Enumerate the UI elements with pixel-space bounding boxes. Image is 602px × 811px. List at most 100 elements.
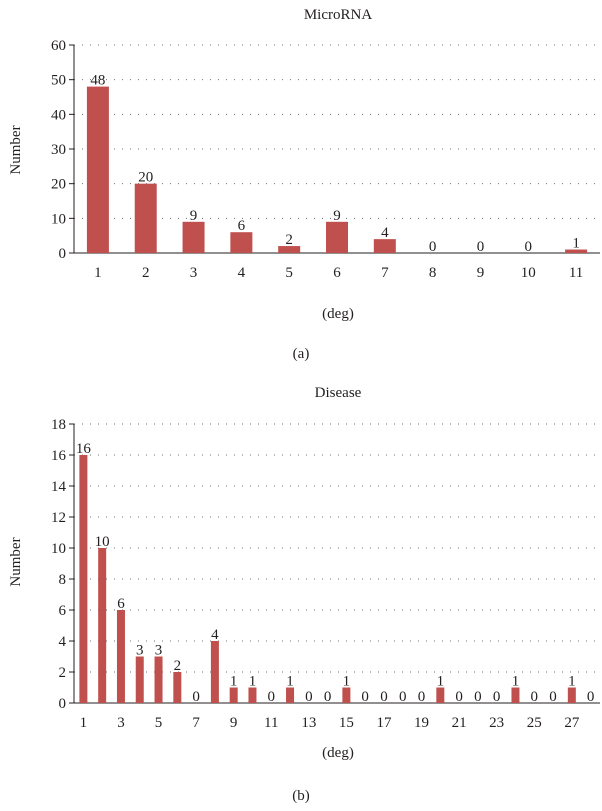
y-tick-label: 2 xyxy=(59,665,67,681)
x-tick-label: 9 xyxy=(230,715,238,731)
bar xyxy=(79,455,88,703)
data-label: 0 xyxy=(380,689,388,705)
x-tick-label: 10 xyxy=(521,265,536,281)
x-tick-label: 25 xyxy=(527,715,542,731)
data-label: 0 xyxy=(474,689,482,705)
data-label: 0 xyxy=(549,689,557,705)
bar xyxy=(436,687,445,703)
panel-label: (b) xyxy=(292,788,310,804)
bar xyxy=(229,687,238,703)
x-tick-label: 19 xyxy=(414,715,429,731)
x-tick-label: 3 xyxy=(190,265,198,281)
data-label: 9 xyxy=(333,208,341,224)
data-label: 1 xyxy=(286,674,294,690)
y-tick-label: 50 xyxy=(51,73,66,89)
chart-title: MicroRNA xyxy=(304,7,372,23)
x-tick-label: 15 xyxy=(339,715,354,731)
data-label: 4 xyxy=(211,627,219,643)
y-tick-label: 16 xyxy=(51,448,67,464)
data-label: 0 xyxy=(587,689,595,705)
data-label: 2 xyxy=(285,232,293,248)
y-tick-label: 0 xyxy=(59,246,67,262)
data-label: 6 xyxy=(117,596,125,612)
data-label: 1 xyxy=(572,236,580,252)
data-label: 3 xyxy=(136,643,144,659)
data-label: 0 xyxy=(305,689,313,705)
y-tick-label: 30 xyxy=(51,142,66,158)
x-tick-label: 7 xyxy=(381,265,389,281)
bar xyxy=(173,672,182,703)
y-axis-label: Number xyxy=(8,537,24,586)
data-label: 1 xyxy=(343,674,351,690)
data-label: 0 xyxy=(531,689,539,705)
y-tick-label: 12 xyxy=(51,510,66,526)
x-tick-label: 13 xyxy=(301,715,316,731)
bar xyxy=(565,249,588,253)
x-tick-label: 9 xyxy=(477,265,485,281)
bar xyxy=(154,656,163,703)
y-tick-label: 18 xyxy=(51,417,66,433)
x-tick-label: 6 xyxy=(333,265,341,281)
data-label: 6 xyxy=(238,218,246,234)
bar xyxy=(342,687,351,703)
data-label: 0 xyxy=(429,239,437,255)
x-tick-label: 8 xyxy=(429,265,437,281)
y-tick-label: 10 xyxy=(51,541,66,557)
y-axis-label: Number xyxy=(8,125,24,174)
y-tick-label: 60 xyxy=(51,38,66,54)
x-tick-label: 1 xyxy=(94,265,102,281)
data-label: 1 xyxy=(230,674,238,690)
x-axis-label: (deg) xyxy=(322,306,354,322)
y-tick-label: 10 xyxy=(51,211,66,227)
x-tick-label: 4 xyxy=(238,265,246,281)
bar xyxy=(567,687,576,703)
data-label: 48 xyxy=(90,73,105,89)
x-tick-label: 5 xyxy=(155,715,163,731)
bar xyxy=(116,610,125,703)
data-label: 0 xyxy=(455,689,463,705)
data-label: 0 xyxy=(324,689,332,705)
data-label: 1 xyxy=(568,674,576,690)
y-tick-label: 14 xyxy=(51,479,67,495)
x-tick-label: 23 xyxy=(489,715,504,731)
bar xyxy=(278,246,301,253)
bar xyxy=(248,687,257,703)
data-label: 4 xyxy=(381,225,389,241)
y-tick-label: 6 xyxy=(59,603,67,619)
data-label: 0 xyxy=(399,689,407,705)
y-tick-label: 0 xyxy=(59,696,67,712)
data-label: 3 xyxy=(155,643,163,659)
x-tick-label: 27 xyxy=(564,715,580,731)
x-tick-label: 1 xyxy=(80,715,88,731)
bar xyxy=(373,239,396,253)
y-tick-label: 40 xyxy=(51,107,66,123)
x-tick-label: 3 xyxy=(117,715,125,731)
data-label: 16 xyxy=(76,441,92,457)
x-tick-label: 7 xyxy=(192,715,200,731)
data-label: 0 xyxy=(361,689,369,705)
x-tick-label: 11 xyxy=(264,715,278,731)
bar xyxy=(182,221,205,253)
data-label: 1 xyxy=(512,674,520,690)
x-tick-label: 5 xyxy=(285,265,293,281)
y-tick-label: 20 xyxy=(51,177,66,193)
data-label: 1 xyxy=(437,674,445,690)
y-tick-label: 4 xyxy=(59,634,67,650)
data-label: 0 xyxy=(493,689,501,705)
bar xyxy=(134,183,157,253)
bar xyxy=(86,86,109,253)
bar xyxy=(326,221,348,253)
bar xyxy=(511,687,520,703)
data-label: 0 xyxy=(418,689,426,705)
x-tick-label: 11 xyxy=(569,265,583,281)
y-tick-label: 8 xyxy=(59,572,67,588)
data-label: 10 xyxy=(95,534,110,550)
data-label: 9 xyxy=(190,208,198,224)
x-tick-label: 21 xyxy=(452,715,467,731)
data-label: 0 xyxy=(192,689,200,705)
data-label: 20 xyxy=(138,170,153,186)
